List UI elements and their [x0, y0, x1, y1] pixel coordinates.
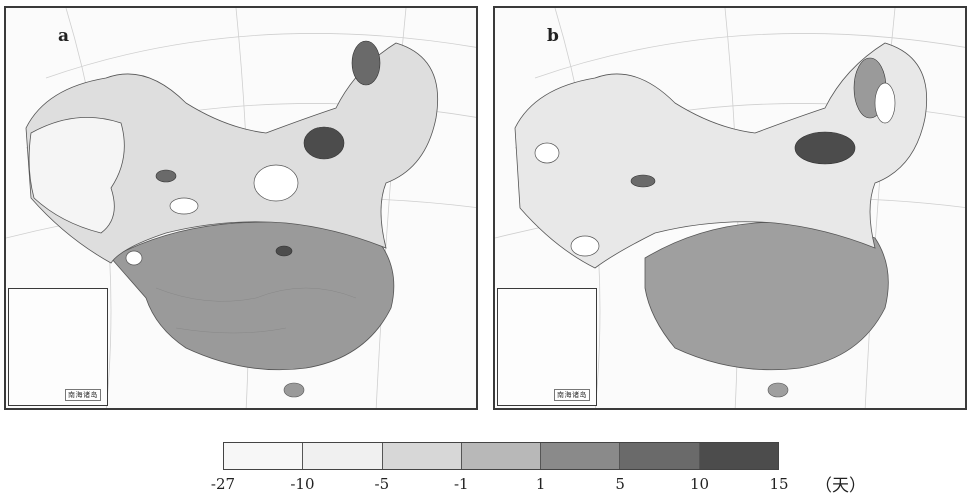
region-south: [110, 221, 395, 371]
legend-tick-label: -27: [210, 475, 236, 493]
region-north: [25, 42, 439, 264]
light-zone-b1: [570, 235, 600, 257]
region-south-b: [644, 221, 889, 371]
legend-tick-label: 5: [615, 475, 625, 493]
region-west: [28, 117, 125, 234]
dark-zone-1: [303, 126, 345, 160]
legend-tick-label: -1: [453, 475, 469, 493]
legend-color-bar: [223, 442, 779, 470]
legend-unit: （天）: [815, 476, 866, 496]
inset-a-label: 南海诸岛: [65, 389, 101, 401]
legend-swatch: [699, 443, 778, 469]
inset-b-label: 南海诸岛: [554, 389, 590, 401]
map-b-canvas: [495, 8, 965, 408]
island-b: [767, 382, 789, 398]
legend-tick-label: 1: [535, 475, 546, 493]
dark-zone-b1: [794, 131, 856, 165]
light-zone-b2: [534, 142, 560, 164]
dark-zone-2: [351, 40, 381, 86]
panel-a-label: a: [58, 26, 70, 46]
panel-b-label: b: [547, 26, 559, 46]
legend-swatch: [461, 443, 542, 469]
light-zone-b3: [874, 82, 896, 124]
legend-swatch: [541, 443, 621, 469]
legend-swatch: [224, 443, 304, 469]
legend-tick-label: -10: [290, 475, 315, 493]
map-panel-b: b 南海诸岛: [493, 6, 967, 410]
light-zone-3: [125, 250, 143, 266]
island: [283, 382, 305, 398]
map-panel-a: a 南海诸岛: [4, 6, 478, 410]
legend-swatch: [620, 443, 700, 469]
dark-zone-3: [155, 169, 177, 183]
legend-swatch: [382, 443, 462, 469]
light-zone-2: [169, 197, 199, 215]
south-sea-inset-b: 南海诸岛: [497, 288, 597, 406]
light-zone-1: [253, 164, 299, 202]
legend-swatch: [303, 443, 383, 469]
south-sea-inset-a: 南海诸岛: [8, 288, 108, 406]
map-a-canvas: [6, 8, 476, 408]
dark-zone-4: [275, 245, 293, 257]
legend-tick-label: 15: [769, 475, 789, 493]
dark-zone-b3: [630, 174, 656, 188]
region-north-b: [514, 42, 928, 269]
legend-tick-label: 10: [690, 475, 710, 493]
legend-tick-label: -5: [374, 475, 390, 493]
